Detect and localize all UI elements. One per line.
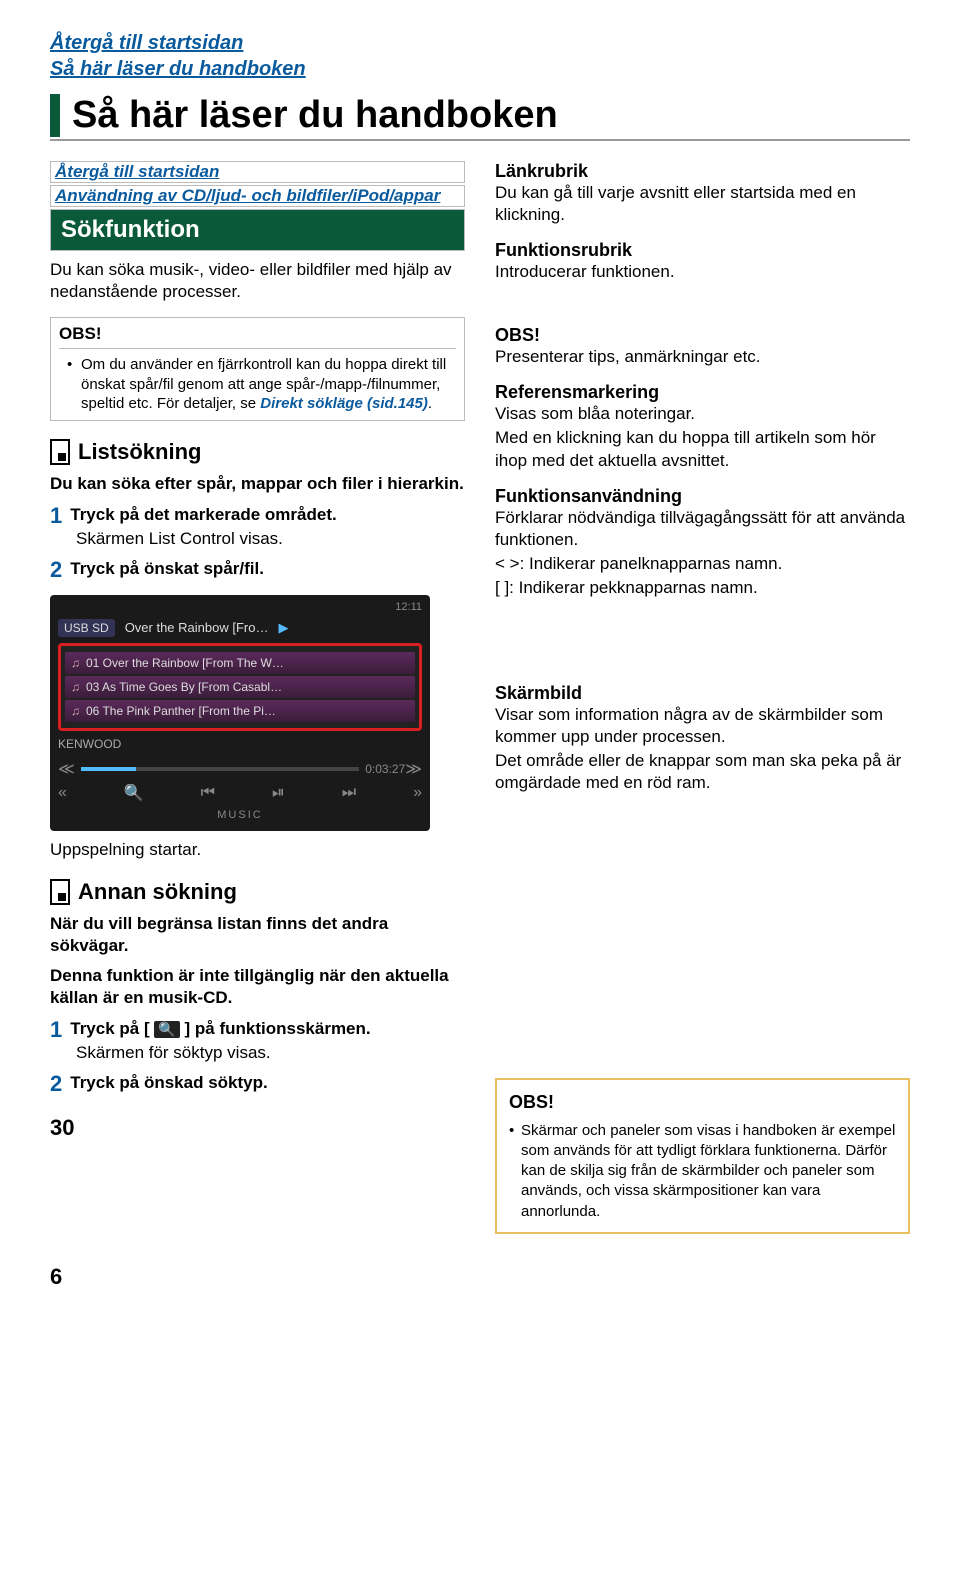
- after-screenshot-text: Uppspelning startar.: [50, 839, 465, 861]
- shot-clock: 12:11: [395, 601, 422, 613]
- device-screenshot: 12:11 USB SD Over the Rainbow [Fro… ▶ ♫0…: [50, 595, 430, 831]
- body-screenshot2: Det område eller de knappar som man ska …: [495, 750, 910, 794]
- bottom-note-box: OBS! Skärmar och paneler som visas i han…: [495, 1078, 910, 1234]
- sample-column: Återgå till startsidan Användning av CD/…: [50, 161, 465, 1234]
- sample-link-usage[interactable]: Användning av CD/ljud- och bildfiler/iPo…: [50, 185, 465, 207]
- term-obs: OBS!: [495, 325, 910, 346]
- link-howto[interactable]: Så här läser du handboken: [50, 56, 910, 82]
- bottom-note-title: OBS!: [509, 1090, 896, 1114]
- listsearch-intro: Du kan söka efter spår, mappar och filer…: [50, 473, 465, 495]
- subheading-listsearch: Listsökning: [50, 439, 465, 465]
- shot-track: ♫01 Over the Rainbow [From The W…: [65, 652, 415, 674]
- other-step-2: 2Tryck på önskad söktyp.: [50, 1073, 465, 1095]
- body-funcuse2: < >: Indikerar panelknapparnas namn.: [495, 553, 910, 575]
- body-refmark2: Med en klickning kan du hoppa till artik…: [495, 427, 910, 471]
- sample-link-home[interactable]: Återgå till startsidan: [50, 161, 465, 183]
- section-icon: [50, 439, 70, 465]
- shot-brand: KENWOOD: [58, 737, 422, 751]
- term-funcuse: Funktionsanvändning: [495, 486, 910, 507]
- shot-nowplaying: Over the Rainbow [Fro…: [125, 620, 269, 635]
- page-number: 6: [50, 1264, 910, 1290]
- search-icon: 🔍: [154, 1021, 179, 1038]
- top-link-block: Återgå till startsidan Så här läser du h…: [50, 30, 910, 82]
- link-home[interactable]: Återgå till startsidan: [50, 30, 910, 56]
- othersearch-intro1: När du vill begränsa listan finns det an…: [50, 913, 465, 957]
- term-screenshot: Skärmbild: [495, 683, 910, 704]
- body-linkheading: Du kan gå till varje avsnitt eller start…: [495, 182, 910, 226]
- body-screenshot1: Visar som information några av de skärmb…: [495, 704, 910, 748]
- note-title: OBS!: [59, 324, 456, 344]
- shot-controls: ≪0:03:27≫: [58, 759, 422, 779]
- step-1: 1Tryck på det markerade området.: [50, 505, 465, 527]
- function-intro: Du kan söka musik-, video- eller bildfil…: [50, 259, 465, 303]
- section-icon: [50, 879, 70, 905]
- shot-track: ♫03 As Time Goes By [From Casabl…: [65, 676, 415, 698]
- explanation-column: Länkrubrik Du kan gå till varje avsnitt …: [495, 161, 910, 1234]
- shot-tracklist-highlight: ♫01 Over the Rainbow [From The W… ♫03 As…: [58, 643, 422, 731]
- term-funcheading: Funktionsrubrik: [495, 240, 910, 261]
- body-funcuse3: [ ]: Indikerar pekknapparnas namn.: [495, 577, 910, 599]
- body-obs: Presenterar tips, anmärkningar etc.: [495, 346, 910, 368]
- shot-source-badge: USB SD: [58, 619, 115, 637]
- title-rule: [50, 139, 910, 141]
- other-step-1: 1 Tryck på [ 🔍 ] på funktionsskärmen.: [50, 1019, 465, 1041]
- subheading-othersearch: Annan sökning: [50, 879, 465, 905]
- step-2: 2Tryck på önskat spår/fil.: [50, 559, 465, 581]
- function-heading: Sökfunktion: [50, 209, 465, 251]
- note-box: OBS! Om du använder en fjärrkontroll kan…: [50, 317, 465, 421]
- step-1-sub: Skärmen List Control visas.: [76, 529, 465, 549]
- other-step-1-sub: Skärmen för söktyp visas.: [76, 1043, 465, 1063]
- othersearch-intro2: Denna funktion är inte tillgänglig när d…: [50, 965, 465, 1009]
- body-funcheading: Introducerar funktionen.: [495, 261, 910, 283]
- body-refmark1: Visas som blåa noteringar.: [495, 403, 910, 425]
- term-refmark: Referensmarkering: [495, 382, 910, 403]
- sample-page-number: 30: [50, 1115, 465, 1141]
- note-reference-link[interactable]: Direkt sökläge (sid.145): [260, 395, 428, 412]
- shot-track: ♫06 The Pink Panther [From the Pi…: [65, 700, 415, 722]
- bottom-note-item: Skärmar och paneler som visas i handboke…: [509, 1121, 896, 1222]
- page-title: Så här läser du handboken: [50, 94, 910, 137]
- body-funcuse1: Förklarar nödvändiga tillvägagångssätt f…: [495, 507, 910, 551]
- note-item: Om du använder en fjärrkontroll kan du h…: [71, 355, 456, 414]
- term-linkheading: Länkrubrik: [495, 161, 910, 182]
- shot-mode-label: MUSIC: [58, 809, 422, 821]
